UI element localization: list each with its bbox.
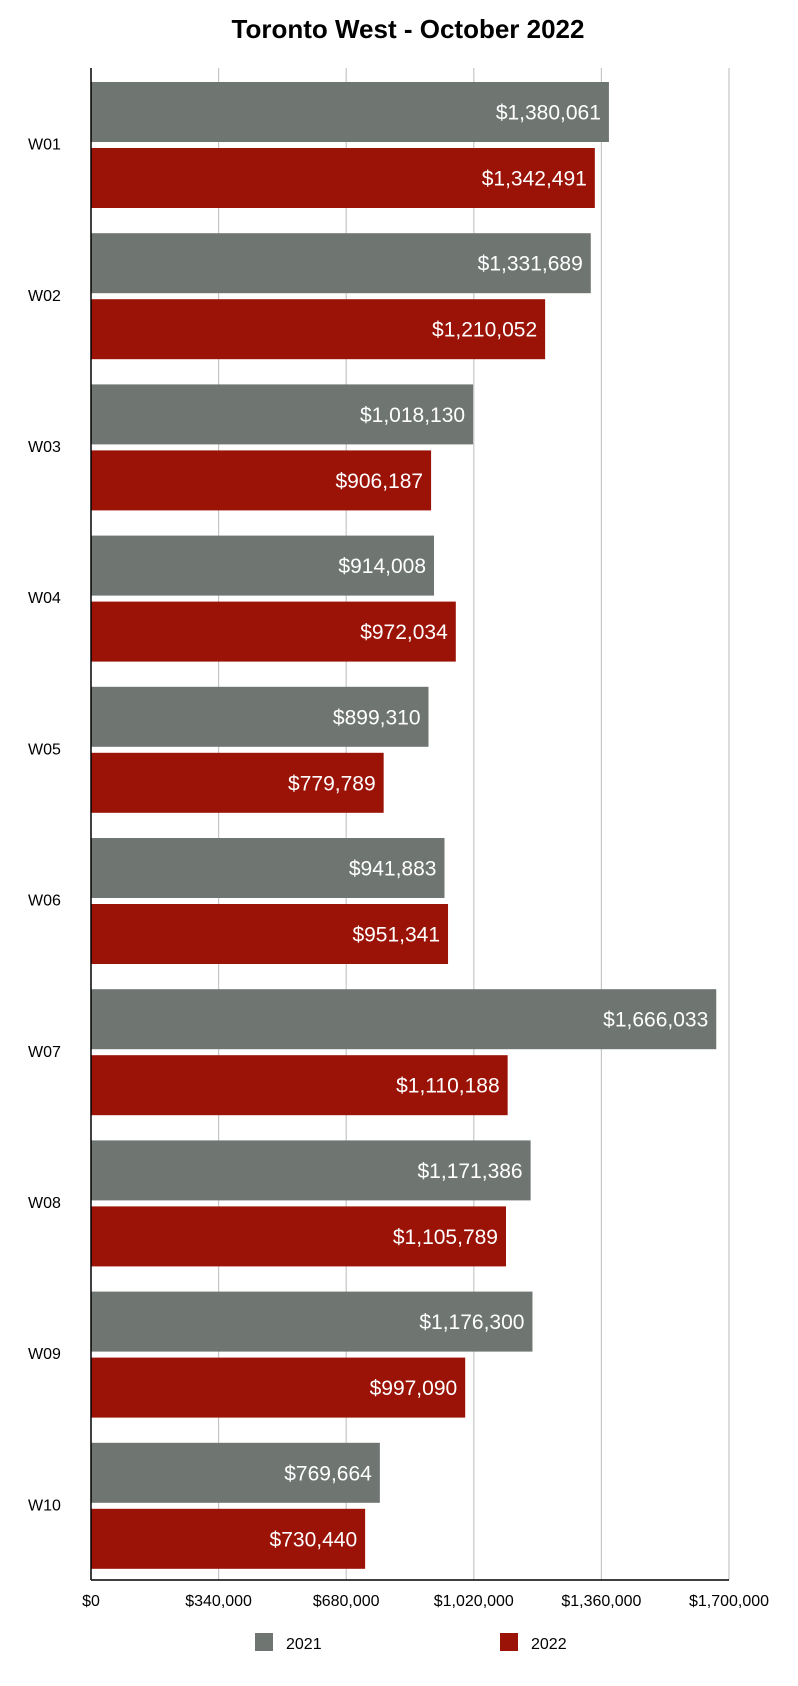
bar-2021-W03 (91, 384, 474, 445)
data-label: $997,090 (370, 1377, 458, 1400)
data-label: $906,187 (335, 470, 423, 493)
x-tick-label: $1,020,000 (434, 1593, 514, 1610)
category-labels: W01 W02 W03 W04 W05 W06 W07 W08 W09 W10 (28, 137, 61, 1515)
bar-2022-W08 (91, 1206, 506, 1267)
data-label: $769,664 (284, 1462, 372, 1485)
bar-2021-W06 (91, 838, 445, 898)
data-label: $1,110,188 (396, 1075, 500, 1098)
data-label: $1,105,789 (393, 1226, 498, 1249)
bar-2022-W01 (91, 148, 595, 208)
x-tick-label: $340,000 (185, 1593, 252, 1610)
category-label: W04 (28, 590, 61, 607)
bar-2021-W09 (91, 1291, 533, 1352)
data-label: $1,342,491 (482, 168, 587, 191)
legend-swatch (255, 1633, 273, 1651)
category-label: W06 (28, 893, 61, 910)
legend-label: 2022 (531, 1636, 567, 1653)
category-label: W05 (28, 741, 61, 758)
x-tick-label: $0 (82, 1593, 100, 1610)
data-label: $914,008 (338, 555, 426, 578)
category-label: W09 (28, 1346, 61, 1363)
bar-2021-W04 (91, 535, 435, 596)
axes: $0 $340,000 $680,000 $1,020,000 $1,360,000 $1… (82, 68, 769, 1610)
bar-2021-W10 (91, 1442, 380, 1503)
category-label: W10 (28, 1497, 61, 1514)
bar-2022-W10 (91, 1508, 366, 1569)
bar-2022-W07 (91, 1055, 508, 1116)
bar-2021-W02 (91, 233, 591, 294)
category-label: W03 (28, 439, 61, 456)
gridlines (218, 68, 730, 1580)
data-label: $1,176,300 (419, 1311, 524, 1334)
data-label: $779,789 (288, 772, 376, 795)
bar-2021-W07 (91, 989, 717, 1050)
chart-title: Toronto West - October 2022 (232, 14, 585, 44)
bar-2021-W08 (91, 1140, 531, 1201)
category-label: W07 (28, 1044, 61, 1061)
bar-2021-W01 (91, 82, 609, 142)
data-label: $951,341 (352, 924, 440, 947)
data-label: $1,210,052 (432, 319, 537, 342)
bar-2022-W05 (91, 752, 384, 813)
bar-2022-W03 (91, 450, 432, 511)
x-tick-label: $1,360,000 (561, 1593, 641, 1610)
legend-label: 2021 (286, 1636, 322, 1653)
bar-2022-W04 (91, 601, 456, 662)
data-label: $1,666,033 (603, 1009, 708, 1032)
x-tick-label: $1,700,000 (689, 1593, 769, 1610)
data-label: $899,310 (333, 706, 421, 729)
bar-2022-W06 (91, 904, 449, 964)
data-label: $1,171,386 (418, 1160, 523, 1183)
data-label: $1,380,061 (496, 102, 601, 125)
category-label: W01 (28, 137, 61, 154)
category-label: W08 (28, 1195, 61, 1212)
x-tick-label: $680,000 (313, 1593, 380, 1610)
data-label: $1,331,689 (478, 253, 583, 276)
bars: $1,380,061 $1,342,491 $1,331,689 $1,210,052… (91, 82, 717, 1569)
data-label: $1,018,130 (360, 404, 465, 427)
bar-2022-W02 (91, 299, 546, 360)
data-label: $941,883 (349, 858, 437, 881)
data-label: $972,034 (360, 621, 448, 644)
legend-swatch (500, 1633, 518, 1651)
bar-2021-W05 (91, 686, 429, 747)
bar-2022-W09 (91, 1357, 466, 1418)
legend: 2021 2022 (255, 1633, 567, 1653)
category-label: W02 (28, 288, 61, 305)
data-label: $730,440 (270, 1528, 358, 1551)
